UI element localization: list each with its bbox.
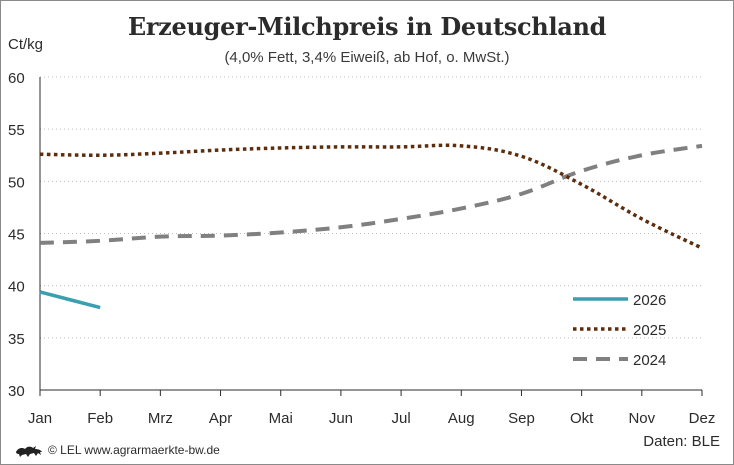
footer-copyright: © LEL www.agrarmaerkte-bw.de <box>14 442 220 458</box>
x-tick-label: Nov <box>628 410 655 427</box>
y-tick-label: 50 <box>8 174 25 191</box>
series-line-2025 <box>39 143 703 250</box>
legend-label-2026: 2026 <box>633 292 666 309</box>
x-axis: Jan Feb Mrz Apr Mai Jun Jul Aug Sep Okt Nov Dez <box>28 77 715 427</box>
y-axis-label: Ct/kg <box>8 36 44 53</box>
x-tick-label: Jul <box>391 410 410 427</box>
y-tick-labels: 30 35 40 45 50 55 60 <box>8 70 25 400</box>
chart-title: Erzeuger-Milchpreis in Deutschland <box>127 12 607 41</box>
x-tick-label: Sep <box>508 410 535 427</box>
x-tick-label: Aug <box>448 410 475 427</box>
legend-label-2024: 2024 <box>633 352 666 369</box>
legend-label-2025: 2025 <box>633 322 666 339</box>
y-tick-label: 45 <box>8 227 25 244</box>
y-tick-label: 30 <box>8 383 25 400</box>
legend: 2026 2025 2024 <box>573 292 666 369</box>
lion-logo-icon <box>16 446 42 457</box>
series-lines <box>39 143 703 310</box>
y-tick-label: 40 <box>8 279 25 296</box>
x-tick-label: Dez <box>689 410 716 427</box>
series-line-2024 <box>39 143 703 245</box>
y-tick-label: 55 <box>8 122 25 139</box>
y-tick-label: 60 <box>8 70 25 87</box>
y-tick-label: 35 <box>8 331 25 348</box>
x-tick-label: Jun <box>329 410 353 427</box>
data-source: Daten: BLE <box>643 433 720 450</box>
x-tick-label: Apr <box>209 410 232 427</box>
x-tick-label: Mrz <box>148 410 173 427</box>
x-tick-label: Mai <box>269 410 293 427</box>
x-tick-label: Jan <box>28 410 52 427</box>
chart-subtitle: (4,0% Fett, 3,4% Eiweiß, ab Hof, o. MwSt… <box>224 49 510 66</box>
footer-copyright-text: © LEL www.agrarmaerkte-bw.de <box>48 443 220 457</box>
series-line-2026 <box>39 290 101 310</box>
x-tick-label: Okt <box>570 410 594 427</box>
x-tick-label: Feb <box>87 410 113 427</box>
